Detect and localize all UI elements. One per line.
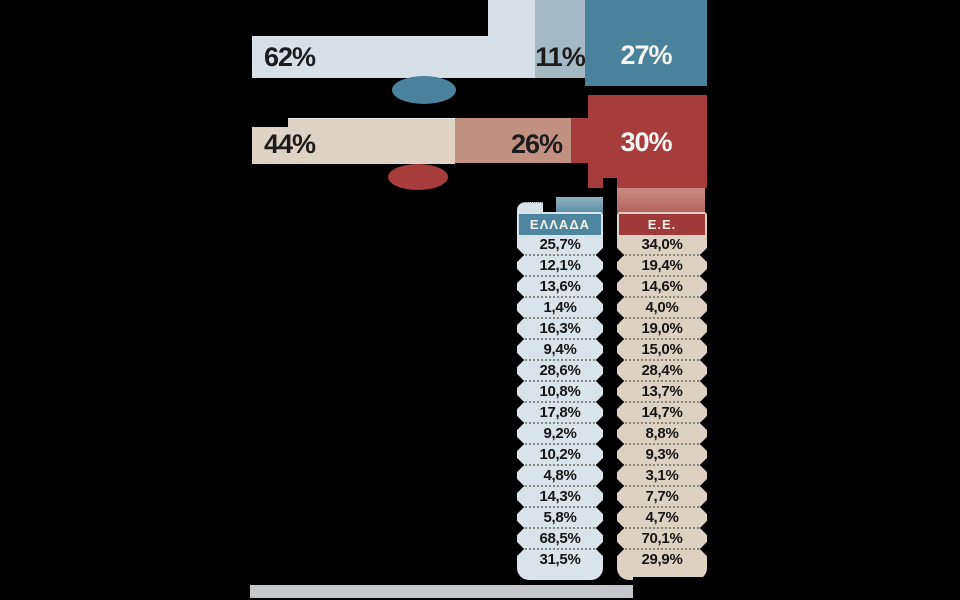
table-cell-eu: 14,6% [617,276,707,298]
table-cell-greece: 28,6% [517,360,603,382]
table-body-greece: 25,7% 12,1% 13,6% 1,4% 16,3% 9,4% 28,6% 10,8% 17… [517,234,603,570]
teal-ribbon [556,197,605,213]
table-cell-greece: 4,8% [517,465,603,487]
red-ribbon [608,188,705,213]
table-cell-eu: 19,0% [617,318,707,340]
redacted-source-block [633,577,706,596]
table-cell-greece: 31,5% [539,551,581,568]
table-cell-greece: 13,6% [517,276,603,298]
bar-top-label-3: 27% [620,40,672,70]
bar-bottom-label-1: 44% [264,129,316,159]
table-header-eu: Ε.Ε. [619,214,705,235]
red-blob-decoration [388,164,448,190]
table-cell-eu: 70,1% [617,528,707,550]
bar-bottom-segment-3 [571,118,591,163]
table-cell-eu: 8,8% [617,423,707,445]
table-column-greece: ΕΛΛΑΔΑ 25,7% 12,1% 13,6% 1,4% 16,3% 9,4% 28,6%… [517,212,603,580]
table-cell-greece: 10,2% [517,444,603,466]
footer-gray-strip [250,585,633,598]
table-cell-eu: 19,4% [617,255,707,277]
table-column-eu: Ε.Ε. 34,0% 19,4% 14,6% 4,0% 19,0% 15,0% 28,4% 1… [617,212,707,580]
table-cell-eu: 3,1% [617,465,707,487]
table-cell-greece: 12,1% [517,255,603,277]
bar-top-segment-2 [535,0,585,78]
table-cell-eu: 29,9% [641,551,683,568]
table-body-eu: 34,0% 19,4% 14,6% 4,0% 19,0% 15,0% 28,4% 13,7% 1… [617,234,707,570]
table-header-greece: ΕΛΛΑΔΑ [519,214,601,235]
table-cell-greece: 16,3% [517,318,603,340]
table-cell-eu: 14,7% [617,402,707,424]
table-cell-eu: 4,7% [617,507,707,529]
table-cell-eu: 13,7% [617,381,707,403]
table-cell-greece: 68,5% [517,528,603,550]
bar-bottom-label-3: 30% [620,127,672,157]
bar-bottom-segment-3-callout [588,95,707,188]
table-cell-greece: 9,2% [517,423,603,445]
bar-top-label-2: 11% [535,42,586,72]
table-cell-greece: 5,8% [517,507,603,529]
table-cell-greece: 10,8% [517,381,603,403]
bar-top-segment-3 [585,0,707,86]
table-cell-greece: 9,4% [517,339,603,361]
table-cell-eu: 9,3% [617,444,707,466]
table-cell-eu: 15,0% [617,339,707,361]
bar-bottom-segment-2 [455,118,571,163]
teal-blob-decoration [392,76,456,104]
table-cell-eu: 28,4% [617,360,707,382]
bar-top-label-1: 62% [264,42,316,72]
redacted-text-block [250,118,288,127]
table-cell-eu: 7,7% [617,486,707,508]
table-cell-eu: 34,0% [617,234,707,256]
redacted-title-block [250,0,488,36]
table-cell-greece: 1,4% [517,297,603,319]
blue-column-top-nub [517,202,543,215]
bar-bottom-label-2: 26% [510,129,563,159]
table-cell-eu: 4,0% [617,297,707,319]
table-cell-greece: 17,8% [517,402,603,424]
table-cell-greece: 25,7% [517,234,603,256]
table-cell-greece: 14,3% [517,486,603,508]
